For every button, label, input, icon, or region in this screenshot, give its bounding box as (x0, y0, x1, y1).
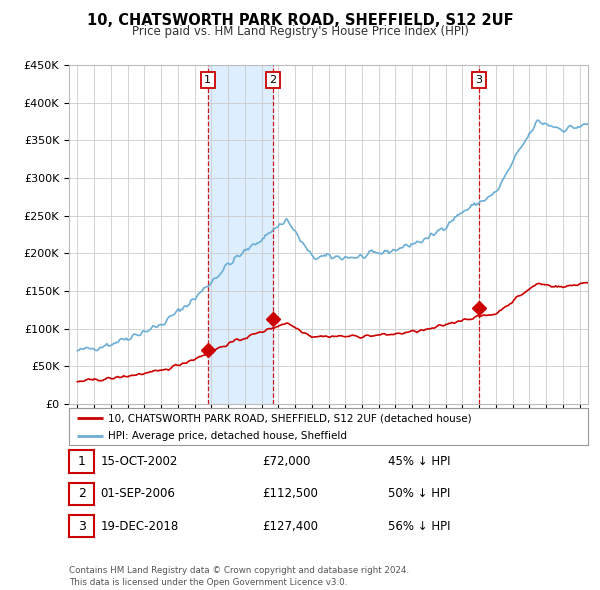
Text: 3: 3 (77, 520, 86, 533)
Text: Contains HM Land Registry data © Crown copyright and database right 2024.
This d: Contains HM Land Registry data © Crown c… (69, 566, 409, 587)
Text: 19-DEC-2018: 19-DEC-2018 (100, 520, 178, 533)
Text: 2: 2 (269, 75, 277, 85)
Text: 10, CHATSWORTH PARK ROAD, SHEFFIELD, S12 2UF: 10, CHATSWORTH PARK ROAD, SHEFFIELD, S12… (86, 13, 514, 28)
Text: 01-SEP-2006: 01-SEP-2006 (100, 487, 175, 500)
Bar (208, 65, 273, 404)
Text: 45% ↓ HPI: 45% ↓ HPI (388, 455, 451, 468)
Text: Price paid vs. HM Land Registry's House Price Index (HPI): Price paid vs. HM Land Registry's House … (131, 25, 469, 38)
Text: 2: 2 (77, 487, 86, 500)
Text: HPI: Average price, detached house, Sheffield: HPI: Average price, detached house, Shef… (108, 431, 347, 441)
Text: 56% ↓ HPI: 56% ↓ HPI (388, 520, 451, 533)
Text: 3: 3 (475, 75, 482, 85)
Text: £127,400: £127,400 (262, 520, 318, 533)
Text: £72,000: £72,000 (262, 455, 311, 468)
Text: 15-OCT-2002: 15-OCT-2002 (100, 455, 178, 468)
Text: 1: 1 (204, 75, 211, 85)
Text: 10, CHATSWORTH PARK ROAD, SHEFFIELD, S12 2UF (detached house): 10, CHATSWORTH PARK ROAD, SHEFFIELD, S12… (108, 414, 472, 423)
Text: 50% ↓ HPI: 50% ↓ HPI (388, 487, 451, 500)
Text: 1: 1 (77, 455, 86, 468)
Text: £112,500: £112,500 (262, 487, 318, 500)
